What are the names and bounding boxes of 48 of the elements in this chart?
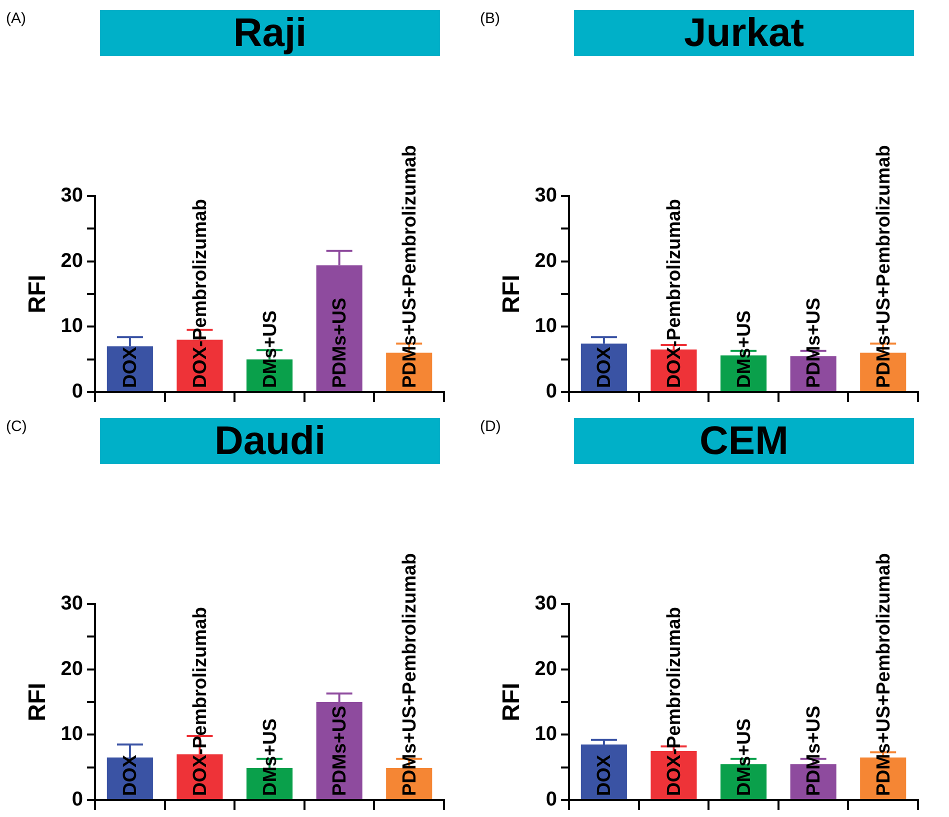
- y-tick-label: 30: [60, 592, 84, 615]
- y-axis-title: RFI: [24, 274, 52, 314]
- category-label: PDMs+US+Pembrolizumab: [399, 145, 420, 388]
- chart-title: CEM: [574, 418, 914, 464]
- chart-title: Raji: [100, 10, 440, 56]
- y-tick-label: 10: [60, 723, 84, 746]
- category-label: DOX: [120, 346, 142, 388]
- category-label: DOX-Pembrolizumab: [190, 607, 211, 796]
- y-tick-label: 10: [534, 315, 558, 338]
- category-label: DOX: [594, 346, 616, 388]
- y-tick-label: 30: [534, 184, 558, 207]
- y-tick-label: 30: [534, 592, 558, 615]
- category-label: DOX: [594, 754, 616, 796]
- text: (A): [6, 10, 26, 27]
- category-label: PDMs+US: [330, 706, 351, 796]
- category-label: PDMs+US+Pembrolizumab: [399, 553, 420, 796]
- category-label: DOX-Pembrolizumab: [664, 607, 685, 796]
- category-label: PDMs+US: [804, 706, 825, 796]
- category-label: DMs+US: [734, 718, 755, 796]
- y-tick-label: 0: [72, 788, 84, 811]
- category-label: DOX-Pembrolizumab: [190, 199, 211, 388]
- y-tick-label: 0: [546, 788, 558, 811]
- y-tick-label: 10: [534, 723, 558, 746]
- category-label: PDMs+US+Pembrolizumab: [873, 553, 894, 796]
- category-label: DMs+US: [260, 718, 281, 796]
- y-axis-title: RFI: [24, 682, 52, 722]
- y-tick-label: 20: [534, 658, 558, 680]
- y-tick-label: 0: [546, 380, 558, 403]
- y-axis-title: RFI: [498, 682, 526, 722]
- text: (C): [6, 418, 27, 435]
- y-tick-label: 20: [60, 250, 84, 272]
- chart-title: Daudi: [100, 418, 440, 464]
- chart-title: Jurkat: [574, 10, 914, 56]
- text: (D): [480, 418, 501, 435]
- category-label: PDMs+US: [804, 298, 825, 388]
- category-label: DMs+US: [734, 310, 755, 388]
- category-label: DMs+US: [260, 310, 281, 388]
- category-label: PDMs+US: [330, 298, 351, 388]
- y-tick-label: 10: [60, 315, 84, 338]
- category-label: PDMs+US+Pembrolizumab: [873, 145, 894, 388]
- category-label: DOX: [120, 754, 142, 796]
- category-label: DOX-Pembrolizumab: [664, 199, 685, 388]
- y-tick-label: 20: [60, 658, 84, 680]
- y-axis-title: RFI: [498, 274, 526, 314]
- y-tick-label: 30: [60, 184, 84, 207]
- y-tick-label: 0: [72, 380, 84, 403]
- y-tick-label: 20: [534, 250, 558, 272]
- text: (B): [480, 10, 500, 27]
